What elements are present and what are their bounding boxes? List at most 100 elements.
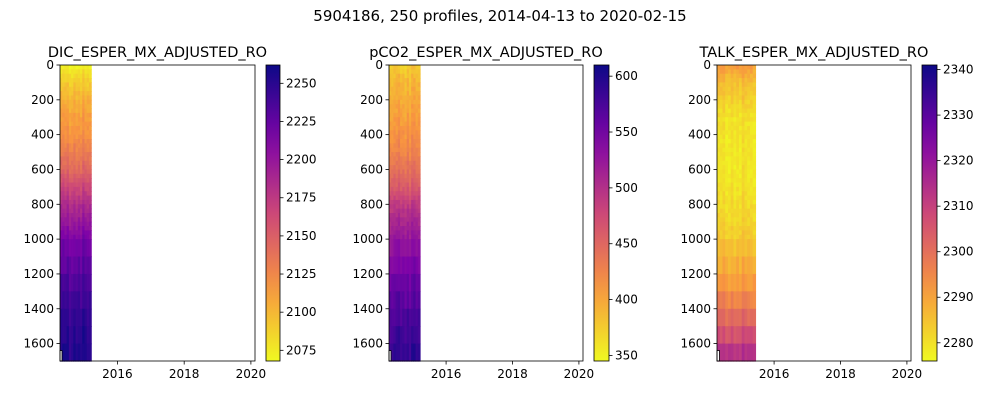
heatmap-cell <box>749 199 754 205</box>
heatmap-cell <box>71 343 74 362</box>
heatmap-cell <box>402 73 406 79</box>
heatmap-cell <box>393 204 397 210</box>
heatmap-cell <box>73 178 77 184</box>
heatmap-cell <box>68 169 72 175</box>
heatmap-cell <box>84 73 88 79</box>
heatmap-cell <box>391 147 395 153</box>
heatmap-cell <box>736 143 740 149</box>
heatmap-cell <box>391 160 395 166</box>
heatmap-cell <box>752 121 757 127</box>
heatmap-cell <box>417 78 421 84</box>
heatmap-cell <box>71 239 74 258</box>
heatmap-cell <box>725 104 729 110</box>
heatmap-cell <box>75 95 79 101</box>
heatmap-cell <box>406 230 410 236</box>
heatmap-cell <box>717 308 721 327</box>
heatmap-cell <box>80 173 83 179</box>
heatmap-cell <box>725 173 729 179</box>
heatmap-cell <box>80 234 83 240</box>
heatmap-cell <box>86 99 90 105</box>
heatmap-cell <box>725 208 729 214</box>
heatmap-cell <box>68 195 72 201</box>
heatmap-cell <box>393 182 397 188</box>
heatmap-cell <box>741 152 746 158</box>
heatmap-cell <box>722 130 726 136</box>
heatmap-cell <box>413 125 417 131</box>
heatmap-cell <box>80 99 83 105</box>
heatmap-cell <box>733 199 737 205</box>
heatmap-cell <box>749 221 754 227</box>
heatmap-cell <box>62 152 66 158</box>
heatmap-cell <box>408 230 412 236</box>
heatmap-cell <box>62 217 66 223</box>
heatmap-cell <box>752 69 757 75</box>
heatmap-cell <box>389 173 392 179</box>
heatmap-cell <box>393 152 397 158</box>
heatmap-cell <box>733 256 737 275</box>
heatmap-cell <box>391 230 395 236</box>
heatmap-cell <box>717 221 721 227</box>
heatmap-cell <box>73 308 77 327</box>
heatmap-cell <box>88 134 92 140</box>
heatmap-cell <box>389 230 392 236</box>
heatmap-cell <box>75 213 79 218</box>
heatmap-cell <box>84 213 88 218</box>
heatmap-cell <box>86 234 90 240</box>
heatmap-cell <box>719 217 724 223</box>
heatmap-cell <box>397 178 401 184</box>
heatmap-cell <box>80 91 83 97</box>
heatmap-cell <box>400 86 403 92</box>
heatmap-cell <box>719 139 724 144</box>
heatmap-cell <box>404 160 408 166</box>
heatmap-cell <box>722 208 726 214</box>
heatmap-cell <box>400 186 403 192</box>
heatmap-cell <box>60 86 63 92</box>
heatmap-cell <box>77 213 81 218</box>
heatmap-cell <box>86 134 90 140</box>
heatmap-cell <box>408 173 412 179</box>
heatmap-cell <box>62 69 66 75</box>
heatmap-cell <box>391 99 395 105</box>
heatmap-cell <box>60 308 63 327</box>
heatmap-cell <box>393 108 397 114</box>
heatmap-cell <box>406 326 410 345</box>
heatmap-cell <box>408 208 412 214</box>
heatmap-cell <box>725 78 729 84</box>
heatmap-cell <box>393 234 397 240</box>
heatmap-cell <box>738 139 743 144</box>
heatmap-cell <box>725 308 729 327</box>
heatmap-cell <box>747 86 751 92</box>
heatmap-cell <box>71 82 74 88</box>
heatmap-cell <box>406 156 410 162</box>
heatmap-cell <box>730 169 735 175</box>
heatmap-cell <box>411 117 414 123</box>
heatmap-cell <box>738 186 743 192</box>
heatmap-cell <box>730 147 735 153</box>
heatmap-cell <box>749 169 754 175</box>
heatmap-cell <box>86 108 90 114</box>
heatmap-cell <box>747 230 751 236</box>
heatmap-cell <box>88 152 92 158</box>
heatmap-cell <box>75 308 79 327</box>
colorbar <box>921 64 938 362</box>
panel-2: pCO2_ESPER_MX_ADJUSTED_RO020040060080010… <box>352 45 637 381</box>
heatmap-cell <box>73 139 77 144</box>
heatmap-cell <box>722 326 726 345</box>
heatmap-cell <box>725 186 729 192</box>
heatmap-cell <box>77 108 81 114</box>
heatmap-cell <box>62 112 66 118</box>
heatmap-cell <box>71 173 74 179</box>
heatmap-cell <box>71 204 74 210</box>
heatmap-cell <box>389 69 392 75</box>
heatmap-cell <box>77 326 81 345</box>
heatmap-cell <box>719 256 724 275</box>
heatmap-cell <box>400 82 403 88</box>
heatmap-cell <box>75 169 79 175</box>
heatmap-cell <box>389 273 392 292</box>
colorbar-tick-label: 2125 <box>286 267 317 281</box>
heatmap-cell <box>395 73 399 79</box>
heatmap-cell <box>82 221 86 227</box>
heatmap-cell <box>402 165 406 171</box>
heatmap-cell <box>86 125 90 131</box>
heatmap-cell <box>395 239 399 258</box>
